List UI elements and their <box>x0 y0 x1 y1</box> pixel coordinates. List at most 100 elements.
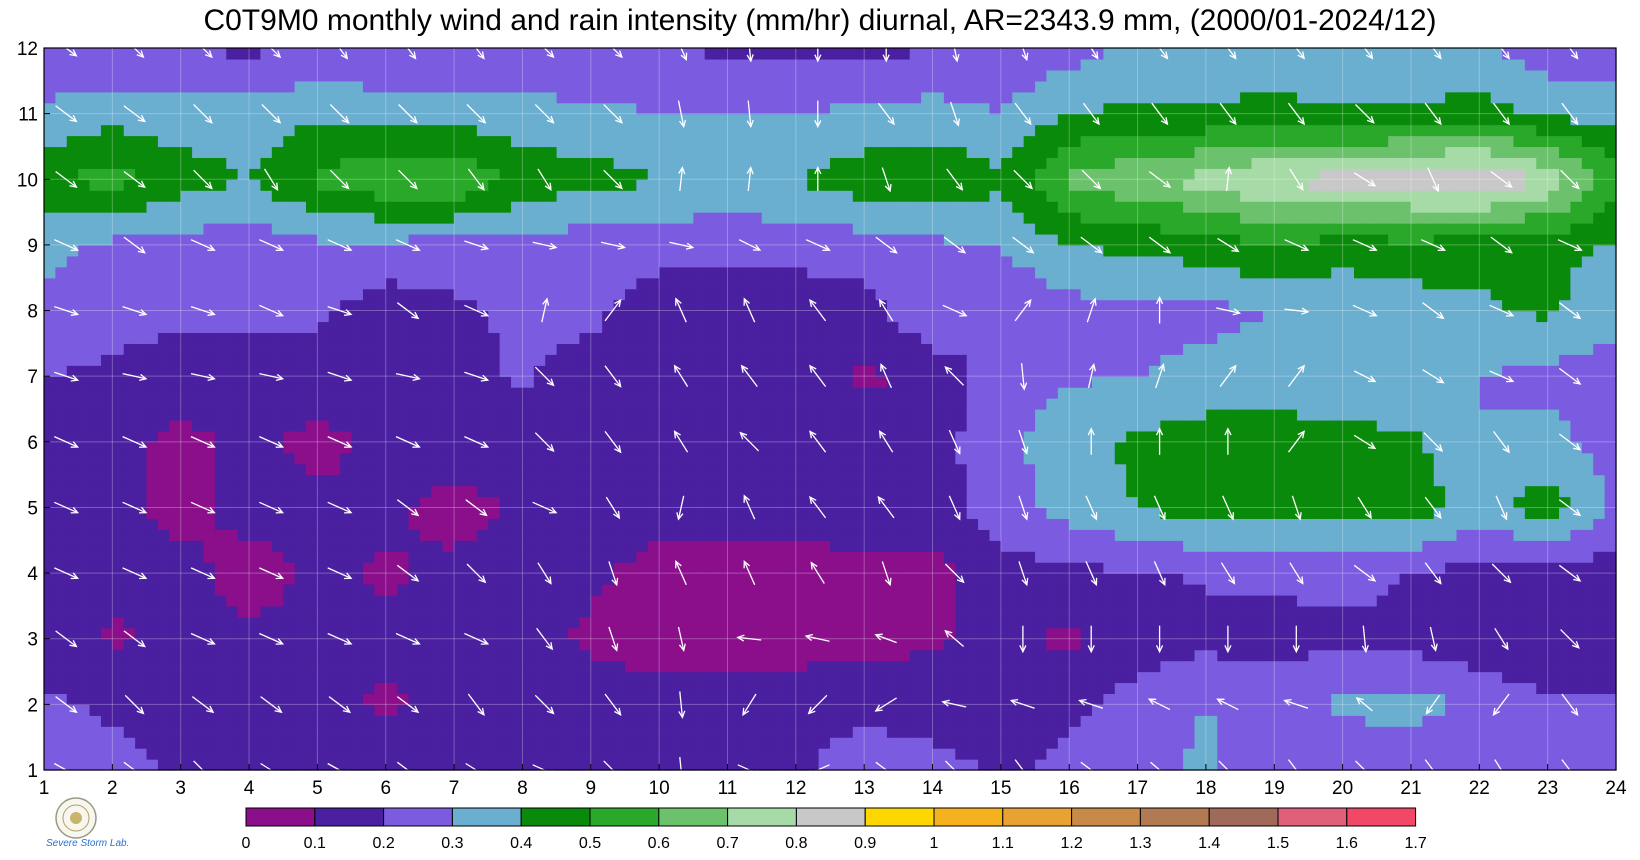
heat-cell <box>374 759 387 771</box>
heat-cell <box>681 726 694 738</box>
heat-cell <box>556 726 569 738</box>
heat-cell <box>408 419 421 432</box>
heat-cell <box>169 430 182 443</box>
heat-cell <box>499 409 512 421</box>
heat-cell <box>123 638 136 651</box>
heat-cell <box>533 223 546 235</box>
heat-cell <box>135 343 148 355</box>
heat-cell <box>511 474 524 487</box>
heat-cell <box>590 212 603 224</box>
heat-cell <box>146 452 159 465</box>
heat-cell <box>351 376 364 388</box>
heat-cell <box>545 179 558 191</box>
heat-cell <box>830 190 842 202</box>
heat-cell <box>795 616 808 629</box>
heat-cell <box>841 91 854 104</box>
heat-cell <box>294 518 307 530</box>
heat-cell <box>693 354 706 366</box>
heat-cell <box>146 321 159 334</box>
heat-cell <box>249 419 262 432</box>
heat-cell <box>716 474 729 487</box>
heat-cell <box>716 671 729 684</box>
heat-cell <box>579 223 592 235</box>
heat-cell <box>135 715 148 727</box>
heat-cell <box>807 540 820 552</box>
heat-cell <box>681 693 694 705</box>
heat-cell <box>624 693 637 705</box>
heat-cell <box>123 529 136 541</box>
heat-cell <box>886 529 899 541</box>
heat-cell <box>693 288 706 301</box>
heat-cell <box>602 69 615 82</box>
heat-cell <box>203 277 216 290</box>
heat-cell <box>511 190 524 202</box>
heat-cell <box>66 419 79 432</box>
heat-cell <box>214 343 227 355</box>
heat-cell <box>602 594 615 607</box>
heat-cell <box>465 704 478 716</box>
heat-cell <box>55 409 68 421</box>
heat-cell <box>123 748 136 760</box>
heat-cell <box>624 146 637 158</box>
heat-cell <box>271 540 284 552</box>
heat-cell <box>237 343 250 355</box>
heat-cell <box>328 452 341 465</box>
heat-cell <box>852 419 865 432</box>
heat-cell <box>761 398 774 410</box>
heat-cell <box>192 135 205 148</box>
heat-cell <box>898 616 911 629</box>
heat-cell <box>716 430 729 443</box>
heat-cell <box>852 332 865 344</box>
heat-cell <box>898 507 911 519</box>
heat-cell <box>237 321 250 334</box>
heat-cell <box>317 551 330 563</box>
heat-cell <box>123 146 136 158</box>
heat-cell <box>192 212 205 224</box>
heat-cell <box>681 398 694 410</box>
heat-cell <box>157 671 170 684</box>
heat-cell <box>237 124 250 137</box>
heat-cell <box>306 518 318 530</box>
heat-cell <box>78 419 91 432</box>
heat-cell <box>613 693 626 705</box>
heat-cell <box>488 288 501 301</box>
heat-cell <box>454 332 467 344</box>
heat-cell <box>795 277 808 290</box>
heat-cell <box>476 80 489 93</box>
heat-cell <box>271 737 284 749</box>
heat-cell <box>761 759 774 771</box>
heat-cell <box>636 660 649 673</box>
heat-cell <box>761 58 774 71</box>
heat-cell <box>260 693 273 705</box>
heat-cell <box>818 223 831 235</box>
heat-cell <box>647 518 660 530</box>
heat-cell <box>226 594 239 607</box>
heat-cell <box>647 69 660 82</box>
heat-cell <box>727 354 740 366</box>
heat-cell <box>727 376 740 388</box>
heat-cell <box>465 507 478 519</box>
heat-cell <box>545 354 558 366</box>
heat-cell <box>830 748 842 760</box>
heat-cell <box>180 649 193 662</box>
heat-cell <box>157 562 170 574</box>
heat-cell <box>317 715 330 727</box>
heat-cell <box>112 102 125 115</box>
heat-cell <box>112 398 125 410</box>
heat-cell <box>294 69 307 82</box>
heat-cell <box>568 91 580 104</box>
heat-cell <box>499 693 512 705</box>
heat-cell <box>89 682 102 695</box>
heat-cell <box>898 474 911 487</box>
heat-cell <box>237 113 250 126</box>
heat-cell <box>693 441 706 454</box>
heat-cell <box>317 48 330 60</box>
heat-cell <box>226 376 239 388</box>
heat-cell <box>807 310 820 323</box>
heat-cell <box>818 168 831 180</box>
heat-cell <box>864 212 877 224</box>
heat-cell <box>579 135 592 148</box>
heat-cell <box>66 748 79 760</box>
heat-cell <box>693 69 706 82</box>
heat-cell <box>807 277 820 290</box>
